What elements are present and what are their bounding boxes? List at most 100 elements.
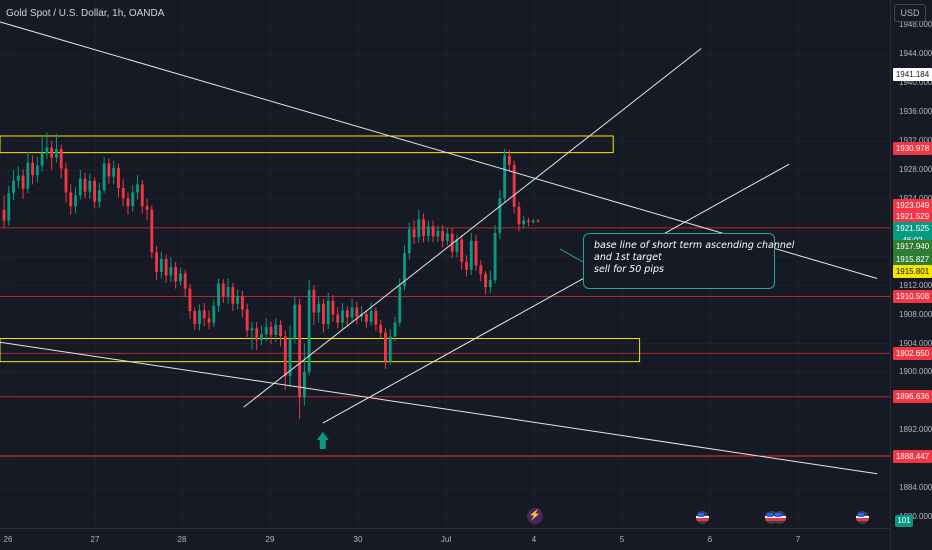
candle-body bbox=[217, 283, 220, 306]
annotation-line-3: sell for 50 pips bbox=[594, 264, 664, 275]
time-tick-label: 4 bbox=[531, 535, 537, 544]
candle-body bbox=[140, 184, 144, 207]
candle-body bbox=[364, 313, 368, 322]
candle-body bbox=[403, 253, 406, 286]
candle-body bbox=[283, 336, 287, 377]
candle-body bbox=[441, 230, 445, 241]
candle-body bbox=[150, 209, 154, 253]
candle-body bbox=[97, 190, 101, 202]
candle-body bbox=[45, 147, 49, 154]
candle-body bbox=[355, 307, 359, 317]
price-badge: 1896.636 bbox=[893, 390, 932, 404]
candle-body bbox=[336, 314, 340, 323]
candle-body bbox=[531, 220, 535, 223]
candle-body bbox=[484, 274, 487, 288]
candle-body bbox=[412, 229, 416, 238]
price-tick-label: 1944.000 bbox=[899, 49, 932, 59]
price-badge: 1888.447 bbox=[893, 449, 932, 463]
events-count-badge[interactable]: 101 bbox=[895, 515, 913, 527]
candle-body bbox=[183, 273, 187, 289]
candle-body bbox=[116, 167, 120, 189]
candle-body bbox=[312, 290, 316, 313]
candle-body bbox=[331, 300, 335, 315]
annotation-callout[interactable]: base line of short term ascending channe… bbox=[583, 233, 795, 289]
trend-line bbox=[0, 341, 878, 475]
candle-body bbox=[2, 209, 6, 221]
candle-body bbox=[169, 266, 173, 276]
candle-body bbox=[274, 324, 278, 335]
price-tick-label: 1900.000 bbox=[899, 367, 932, 377]
candle-body bbox=[407, 229, 411, 254]
candle-body bbox=[488, 279, 492, 288]
candle-body bbox=[145, 206, 149, 210]
price-badge: 1921.529 bbox=[893, 210, 932, 224]
candle-body bbox=[21, 175, 25, 189]
candle-body bbox=[188, 288, 192, 312]
candle-body bbox=[460, 239, 464, 262]
candle-body bbox=[302, 371, 306, 398]
candle-body bbox=[107, 163, 111, 177]
time-axis[interactable] bbox=[0, 528, 890, 550]
annotation-line-1: base line of short term ascending channe… bbox=[594, 240, 795, 251]
supply-demand-zone bbox=[0, 135, 614, 154]
time-tick-label: Jul bbox=[440, 535, 452, 544]
us-flag-event-icon[interactable] bbox=[773, 511, 786, 524]
price-badge: 1917.940 bbox=[893, 240, 932, 254]
candle-body bbox=[493, 232, 497, 280]
candle-body bbox=[383, 332, 387, 362]
currency-button[interactable]: USD bbox=[894, 4, 926, 22]
dividend-event-icon[interactable]: ⚡ bbox=[527, 508, 543, 524]
price-tick-label: 1892.000 bbox=[899, 425, 932, 435]
price-badge: 1915.827 bbox=[893, 253, 932, 267]
us-flag-event-icon[interactable] bbox=[696, 511, 709, 524]
candle-body bbox=[326, 300, 330, 325]
candle-body bbox=[474, 240, 478, 266]
candle-body bbox=[126, 198, 130, 207]
candle-body bbox=[69, 192, 73, 207]
candle-body bbox=[255, 328, 259, 340]
candle-body bbox=[469, 240, 473, 270]
price-badge: 1930.978 bbox=[893, 141, 932, 155]
candle-body bbox=[293, 304, 297, 339]
candle-body bbox=[31, 162, 35, 176]
candle-body bbox=[288, 338, 292, 377]
price-tick-label: 1924.000 bbox=[899, 194, 932, 203]
candle-body bbox=[7, 193, 11, 221]
candle-body bbox=[527, 220, 530, 223]
candle-body bbox=[455, 239, 459, 252]
price-badge: 1921.525 bbox=[893, 222, 932, 236]
candle-body bbox=[12, 180, 15, 194]
candle-body bbox=[350, 307, 354, 318]
annotation-line-2: and 1st target bbox=[594, 252, 662, 263]
candle-body bbox=[74, 195, 77, 207]
price-badge: 1915.801 bbox=[893, 265, 932, 279]
candle-body bbox=[426, 226, 430, 236]
candle-body bbox=[317, 303, 321, 313]
candle-body bbox=[393, 322, 397, 337]
candle-body bbox=[26, 162, 30, 189]
candle-body bbox=[307, 290, 311, 372]
symbol-title[interactable]: Gold Spot / U.S. Dollar, 1h, OANDA bbox=[6, 8, 165, 19]
candle-body bbox=[78, 178, 82, 196]
candle-body bbox=[345, 310, 349, 318]
candle-body bbox=[83, 178, 87, 192]
us-flag-event-icon[interactable] bbox=[856, 511, 869, 524]
candle-body bbox=[198, 310, 201, 325]
time-tick-label: 27 bbox=[90, 535, 100, 544]
candle-body bbox=[374, 311, 378, 325]
price-tick-label: 1880.000 bbox=[899, 512, 932, 522]
time-tick-label: 30 bbox=[353, 535, 363, 544]
supply-demand-zone bbox=[0, 337, 641, 363]
time-tick-label: 29 bbox=[265, 535, 275, 544]
candle-body bbox=[59, 148, 63, 169]
candle-body bbox=[164, 258, 168, 276]
candle-body bbox=[512, 164, 516, 207]
candle-body bbox=[417, 219, 421, 238]
candle-body bbox=[40, 153, 44, 166]
price-tick-label: 1912.000 bbox=[899, 280, 932, 290]
time-tick-label: 5 bbox=[619, 535, 625, 544]
candle-body bbox=[445, 233, 449, 241]
candle-body bbox=[159, 258, 163, 272]
